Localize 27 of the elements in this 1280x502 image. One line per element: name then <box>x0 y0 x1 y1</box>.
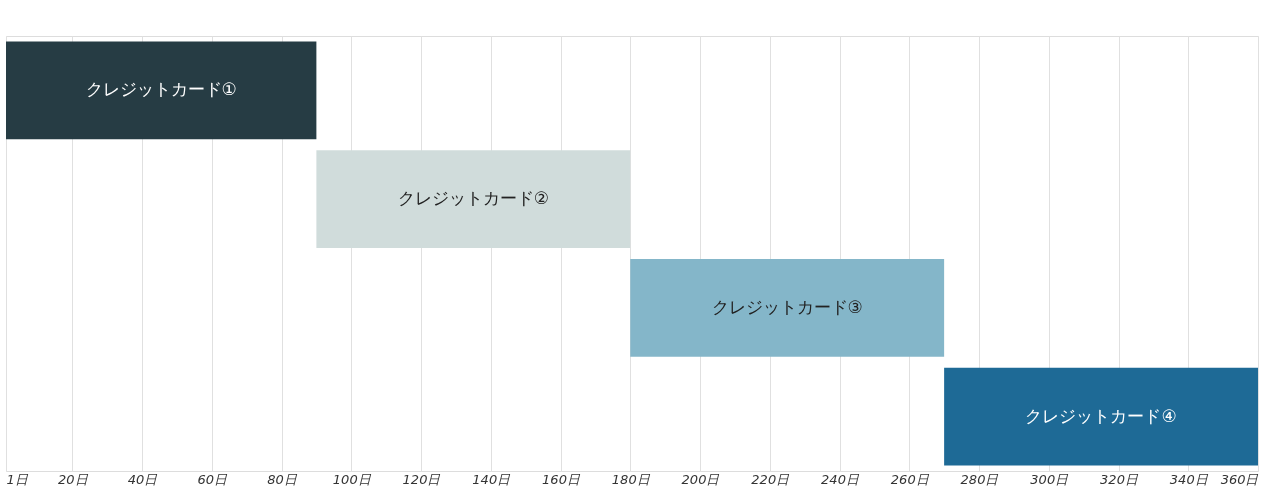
x-tick-label: 360日 <box>1220 471 1260 487</box>
x-tick-label: 300日 <box>1030 471 1070 487</box>
y-tick-label: クレジットカード① <box>85 79 237 100</box>
bar <box>630 258 945 357</box>
x-tick-label: 240日 <box>821 471 860 487</box>
x-tick-label: 1日 <box>6 471 29 487</box>
bar <box>6 41 317 140</box>
x-tick-label: 160日 <box>542 471 581 487</box>
x-tick-label: 40日 <box>127 471 159 487</box>
x-tick-label: 340日 <box>1169 471 1209 487</box>
x-tick-label: 120日 <box>402 471 442 487</box>
x-tick-label: 60日 <box>197 471 229 487</box>
y-tick-label: クレジットカード④ <box>1025 405 1177 426</box>
x-tick-label: 280日 <box>960 471 1000 487</box>
x-tick-label: 140日 <box>472 471 512 487</box>
y-tick-label: クレジットカード② <box>397 188 549 209</box>
x-tick-label: 20日 <box>57 471 89 487</box>
x-tick-label: 100日 <box>332 471 372 487</box>
bar <box>944 367 1258 466</box>
x-tick-label: 200日 <box>681 471 721 487</box>
x-tick-label: 80日 <box>267 471 298 487</box>
x-tick-label: 220日 <box>751 471 791 487</box>
x-tick-label: 260日 <box>890 471 930 487</box>
y-tick-label: クレジットカード③ <box>711 296 863 317</box>
x-tick-label: 180日 <box>611 471 651 487</box>
x-tick-label: 320日 <box>1100 471 1139 487</box>
bar <box>316 150 631 249</box>
